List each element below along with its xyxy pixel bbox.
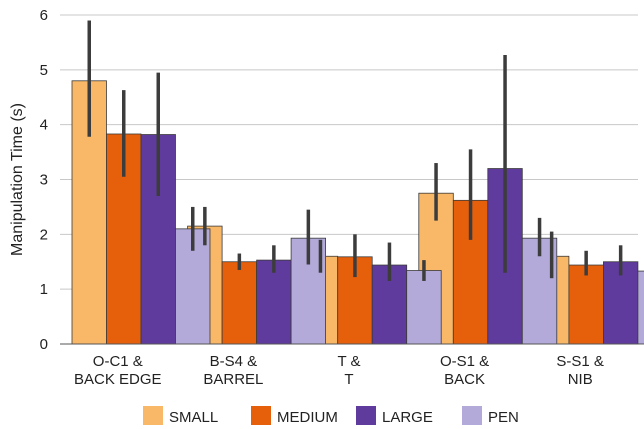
y-tick-label: 4 — [40, 117, 48, 134]
legend: SMALL MEDIUM LARGE PEN — [143, 406, 519, 426]
category-labels: O-C1 & BACK EDGE B-S4 & BARREL T & T O-S1 & BAC… — [74, 353, 604, 388]
y-tick-labels: 0 1 2 3 4 5 6 — [40, 7, 48, 353]
legend-swatch-small — [143, 406, 163, 425]
y-tick-label: 1 — [40, 281, 48, 298]
legend-label-small: SMALL — [169, 409, 218, 426]
bar-medium-4 — [568, 264, 604, 345]
legend-swatch-medium — [251, 406, 271, 425]
legend-swatch-pen — [462, 406, 482, 425]
y-tick-label: 2 — [40, 226, 48, 243]
y-tick-label: 6 — [40, 7, 48, 24]
category-label-2: T & T — [337, 353, 360, 388]
category-label-1: B-S4 & BARREL — [203, 353, 263, 388]
error-bars — [87, 20, 623, 281]
legend-label-large: LARGE — [382, 409, 433, 426]
category-label-4: S-S1 & NIB — [556, 353, 604, 388]
y-axis-title: Manipulation Time (s) — [9, 103, 26, 256]
legend-swatch-large — [356, 406, 376, 425]
y-tick-label: 3 — [40, 172, 48, 189]
legend-label-medium: MEDIUM — [277, 409, 338, 426]
category-label-3: O-S1 & BACK — [440, 353, 489, 388]
category-label-0: O-C1 & BACK EDGE — [74, 353, 162, 388]
bar-pen-4 — [637, 270, 644, 345]
y-tick-label: 0 — [40, 336, 48, 353]
legend-label-pen: PEN — [488, 409, 519, 426]
bar-medium-1 — [221, 261, 258, 345]
bar-pen-2 — [406, 270, 442, 345]
y-tick-label: 5 — [40, 62, 48, 79]
bar-large-1 — [256, 259, 292, 345]
